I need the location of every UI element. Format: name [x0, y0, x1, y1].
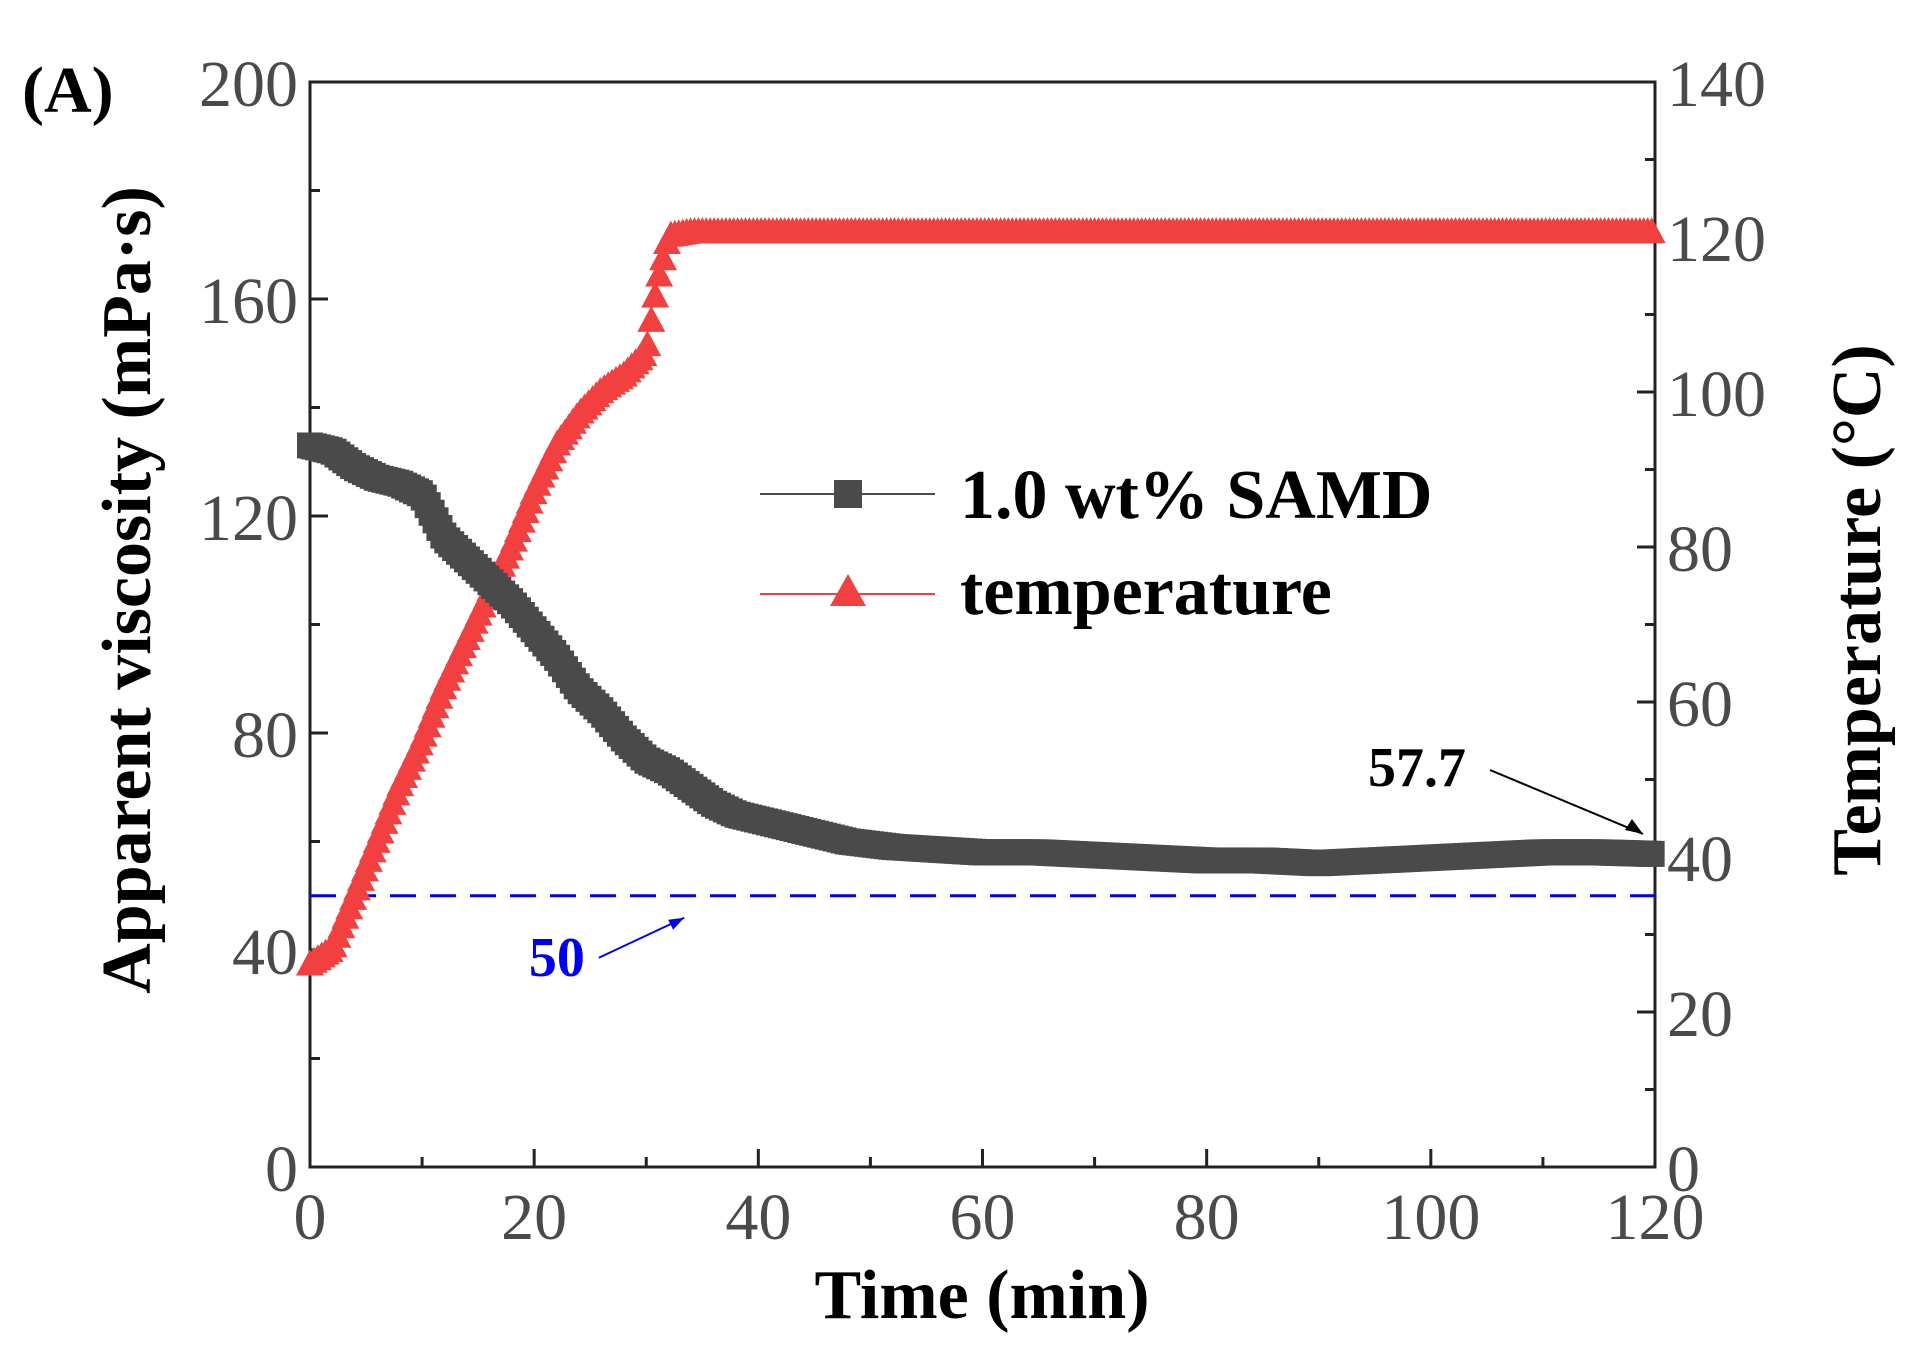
y-right-tick-label: 100	[1667, 358, 1766, 431]
y-right-tick-label: 80	[1667, 513, 1733, 586]
right-y-axis-title: Temperature (°C)	[1819, 344, 1896, 876]
annotation-arrow-line	[1489, 769, 1644, 835]
annotation-label: 57.7	[1368, 737, 1466, 799]
temperature-point	[1637, 217, 1666, 244]
y-right-tick-label: 40	[1667, 823, 1733, 896]
legend-label-temperature: temperature	[960, 553, 1332, 630]
reference-line-group: 50	[310, 894, 1655, 989]
reference-line-label: 50	[529, 927, 585, 989]
annotation-arrow-head	[1625, 818, 1643, 834]
x-tick-label: 80	[1174, 1181, 1240, 1254]
y-left-tick-label: 200	[199, 48, 298, 121]
y-right-tick-label: 60	[1667, 668, 1733, 741]
y-left-tick-label: 0	[265, 1133, 298, 1206]
temperature-point	[645, 260, 674, 287]
temperature-series	[296, 217, 1666, 976]
y-left-tick-label: 160	[199, 265, 298, 338]
y-left-tick-label: 120	[199, 482, 298, 555]
y-right-tick-label: 0	[1667, 1133, 1700, 1206]
y-left-tick-label: 80	[232, 699, 298, 772]
legend: 1.0 wt% SAMD temperature	[760, 457, 1432, 630]
y-left-tick-label: 40	[232, 916, 298, 989]
x-tick-label: 40	[725, 1181, 791, 1254]
temperature-point	[633, 330, 662, 357]
viscosity-point	[1638, 840, 1665, 867]
reference-arrow-head	[668, 917, 685, 930]
temperature-point	[641, 281, 670, 308]
x-tick-label: 100	[1381, 1181, 1480, 1254]
temperature-point	[649, 244, 678, 271]
x-axis-ticks: 0 20 40 60 80 100 120	[294, 1149, 1705, 1254]
legend-label-viscosity: 1.0 wt% SAMD	[960, 457, 1432, 534]
right-y-axis-ticks: 0 20 40 60 80 100 120 140	[1637, 48, 1766, 1206]
viscosity-series	[297, 432, 1665, 877]
panel-label: (A)	[22, 54, 114, 127]
x-axis-title: Time (min)	[814, 1257, 1149, 1334]
temperature-point	[637, 305, 666, 332]
reference-arrow-line	[598, 916, 685, 959]
annotations-group: 57.7	[1368, 737, 1644, 835]
x-tick-label: 120	[1606, 1181, 1705, 1254]
y-right-tick-label: 20	[1667, 978, 1733, 1051]
legend-marker-temperature	[830, 574, 866, 606]
x-tick-label: 60	[950, 1181, 1016, 1254]
legend-marker-viscosity	[834, 480, 862, 508]
y-right-tick-label: 140	[1667, 48, 1766, 121]
y-right-tick-label: 120	[1667, 203, 1766, 276]
x-tick-label: 0	[294, 1181, 327, 1254]
left-y-axis-title: Apparent viscosity (mPa·s)	[89, 186, 166, 994]
x-tick-label: 20	[501, 1181, 567, 1254]
